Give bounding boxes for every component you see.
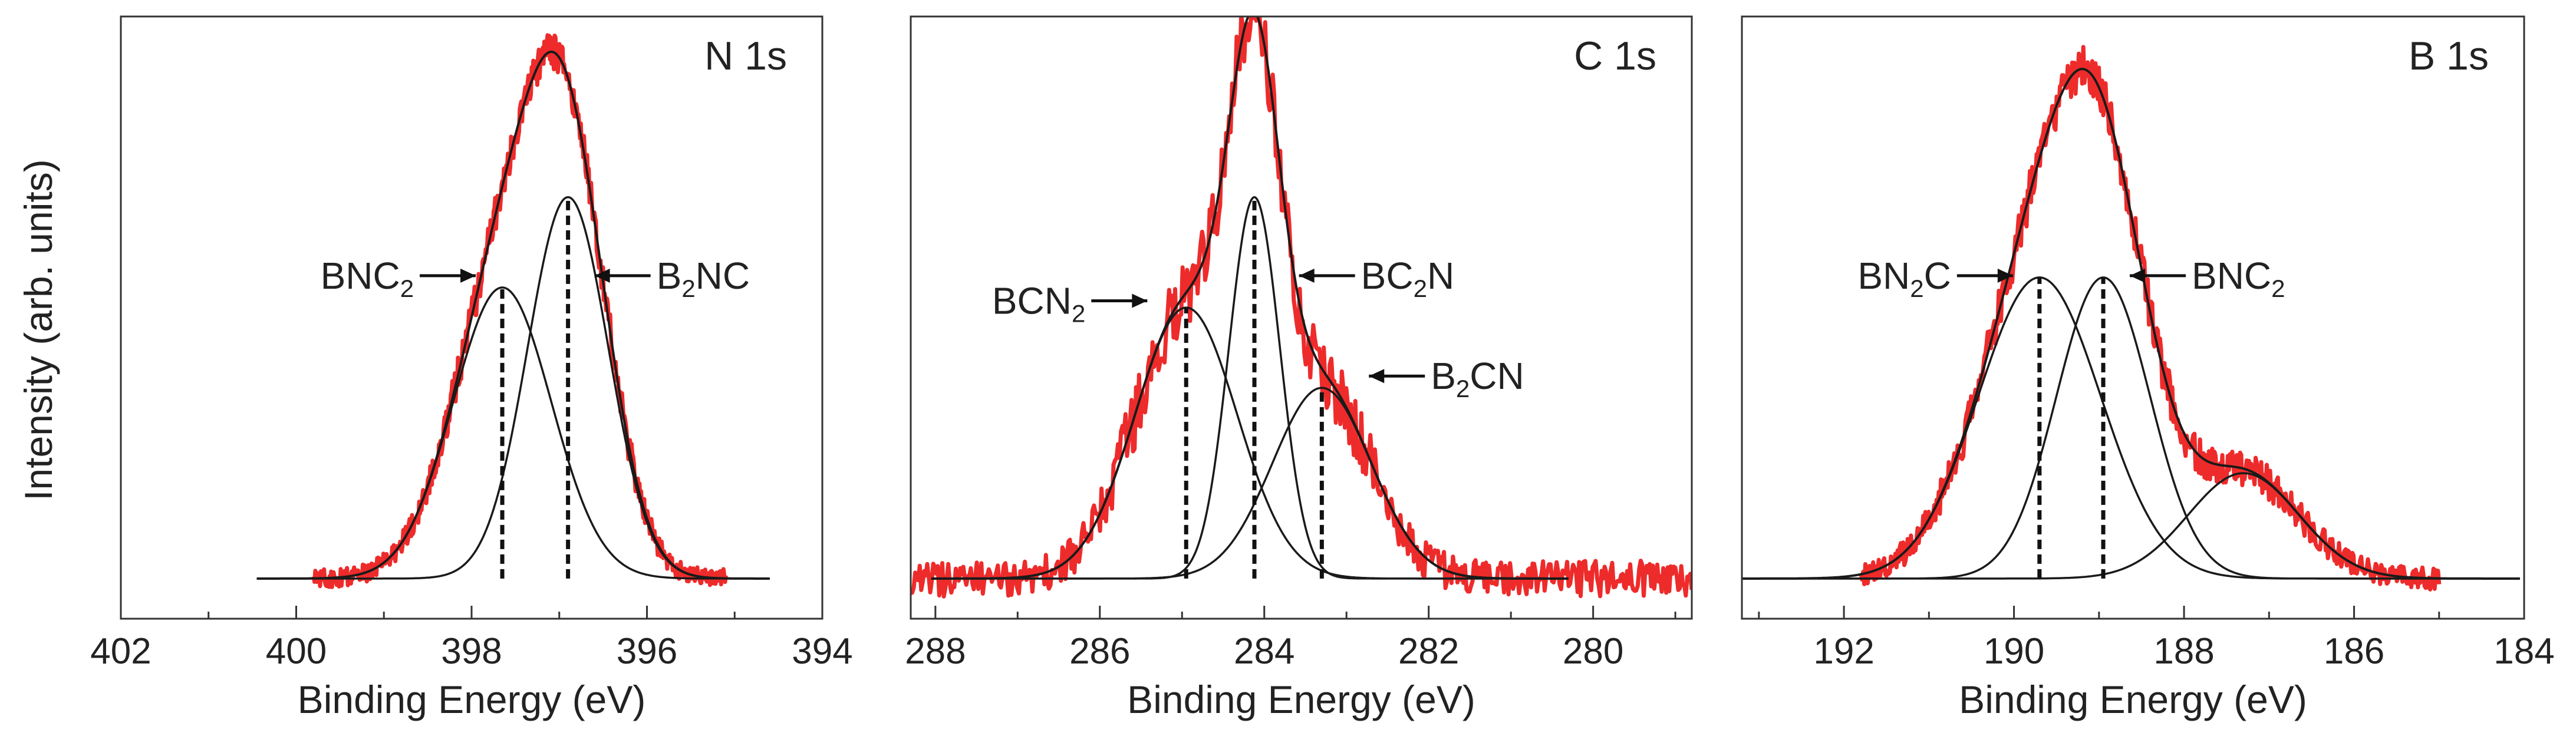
annotation-arrowhead — [460, 268, 476, 283]
panel-title: C 1s — [1574, 34, 1656, 78]
measured-data-line — [911, 16, 1692, 599]
x-tick-label: 280 — [1563, 631, 1623, 672]
annotation-arrowhead — [1299, 268, 1315, 283]
x-tick-label: 402 — [90, 631, 151, 672]
plot-area — [256, 33, 770, 589]
fit-component-bnc2 — [1742, 276, 2520, 580]
annotation-label: BNC2 — [321, 255, 414, 302]
measured-data-line — [1859, 45, 2442, 592]
annotation-2: BNC2 — [2130, 255, 2285, 302]
panel-3: 192 190 188 186 184 Binding Energy (eV) B 1s BN… — [1741, 15, 2555, 721]
annotation-label: B2CN — [1431, 355, 1524, 402]
panel-title: N 1s — [704, 34, 787, 78]
fit-envelope — [1742, 67, 2520, 580]
plot-frame — [1741, 15, 2525, 620]
fit-envelope — [256, 50, 770, 580]
fit-component-bnc2 — [256, 286, 770, 580]
panel-title: B 1s — [2409, 34, 2489, 78]
panel-2: 288 286 284 282 280 Binding Energy (eV) C 1s BC… — [905, 15, 1693, 721]
x-tick-label: 192 — [1813, 631, 1874, 672]
annotation-1: BN2C — [1857, 255, 2013, 302]
annotation-arrowhead — [1997, 268, 2013, 283]
panel-1: 402 400 398 396 394 Binding Energy (eV) N 1s BN… — [90, 15, 853, 721]
annotation-label: BNC2 — [2192, 255, 2285, 302]
x-tick-label: 396 — [617, 631, 677, 672]
annotation-arrowhead — [1369, 369, 1385, 384]
plot-area — [1742, 45, 2520, 592]
annotation-1: BNC2 — [321, 255, 476, 302]
annotation-label: B2NC — [657, 255, 750, 302]
x-tick-label: 400 — [266, 631, 327, 672]
fit-envelope — [931, 16, 1569, 580]
x-tick-label: 288 — [905, 631, 966, 672]
annotation-2: B2NC — [594, 255, 750, 302]
annotation-label: BN2C — [1857, 255, 1951, 302]
x-tick-label: 190 — [1984, 631, 2044, 672]
plot-area — [911, 16, 1692, 599]
fit-component-b2cn — [931, 387, 1569, 580]
x-axis-label: Binding Energy (eV) — [1959, 678, 2307, 721]
fit-component-extra — [1742, 472, 2520, 580]
x-tick-label: 284 — [1234, 631, 1294, 672]
annotation-arrowhead — [594, 268, 610, 283]
x-tick-label: 286 — [1069, 631, 1130, 672]
x-tick-label: 184 — [2493, 631, 2554, 672]
x-tick-label: 398 — [441, 631, 502, 672]
annotation-label: BCN2 — [992, 279, 1085, 327]
annotation-arrowhead — [2130, 268, 2146, 283]
x-axis-label: Binding Energy (eV) — [1127, 678, 1475, 721]
x-tick-label: 186 — [2324, 631, 2384, 672]
y-axis-label: Intensity (arb. units) — [17, 159, 60, 501]
x-axis-label: Binding Energy (eV) — [298, 678, 646, 721]
annotation-2: BC2N — [1299, 255, 1454, 302]
annotation-1: BCN2 — [992, 279, 1148, 327]
x-tick-label: 188 — [2153, 631, 2214, 672]
x-tick-label: 282 — [1398, 631, 1459, 672]
fit-component-bcn2 — [931, 306, 1569, 580]
plot-frame — [910, 15, 1693, 620]
annotation-arrowhead — [1132, 293, 1148, 308]
annotation-3: B2CN — [1369, 355, 1524, 402]
annotation-label: BC2N — [1361, 255, 1454, 302]
x-tick-label: 394 — [792, 631, 852, 672]
